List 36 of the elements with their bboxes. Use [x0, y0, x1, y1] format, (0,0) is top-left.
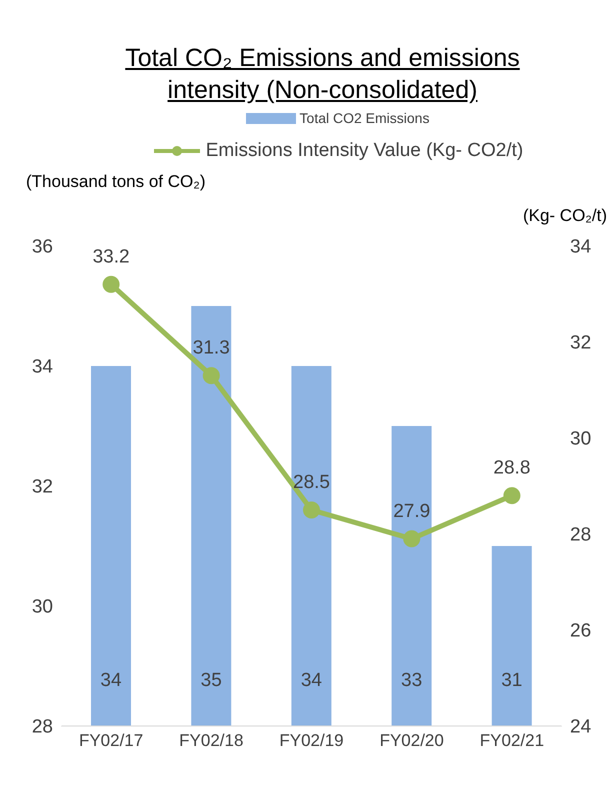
data-label: 33 — [401, 670, 422, 691]
data-label: 28.8 — [493, 458, 530, 479]
y2-tick-label: 32 — [570, 332, 592, 354]
x-tick-label: FY02/20 — [380, 731, 444, 750]
y-tick-label: 32 — [32, 476, 53, 498]
data-label: 35 — [200, 670, 222, 691]
data-label: 31 — [501, 670, 522, 691]
point — [102, 276, 120, 293]
point — [503, 487, 520, 504]
data-label: 34 — [100, 670, 122, 691]
x-tick-label: FY02/18 — [179, 731, 244, 750]
y2-tick-label: 34 — [570, 236, 592, 258]
y2-tick-label: 30 — [570, 428, 592, 450]
data-label: 31.3 — [192, 338, 230, 359]
y-tick-label: 28 — [32, 716, 53, 738]
x-tick-label: FY02/17 — [78, 731, 144, 750]
data-label: 34 — [300, 670, 322, 691]
y-tick-label: 34 — [32, 356, 54, 378]
data-label: 27.9 — [393, 500, 430, 522]
y-tick-label: 30 — [32, 596, 53, 618]
y2-axis-title: (Kg- CO₂/t) — [522, 205, 607, 226]
y-axis-title: (Thousand tons of CO₂) — [26, 172, 206, 192]
data-label: 33.2 — [92, 246, 130, 268]
chart-title: Total CO₂ Emissions and emissions intensity (Non-consolidated) — [124, 43, 521, 106]
y-tick-label: 36 — [32, 236, 53, 258]
legend-label: Emissions Intensity Value (Kg- CO2/t) — [206, 140, 524, 162]
y2-tick-label: 26 — [570, 620, 592, 642]
legend-label: Total CO2 Emissions — [300, 110, 430, 126]
x-tick-label: FY02/19 — [279, 731, 344, 750]
y2-tick-label: 24 — [570, 716, 592, 738]
x-tick-label: FY02/21 — [480, 731, 544, 750]
point — [403, 530, 420, 548]
data-label: 28.5 — [293, 472, 330, 493]
point — [303, 502, 320, 518]
point — [202, 367, 220, 384]
y2-tick-label: 28 — [570, 524, 592, 546]
